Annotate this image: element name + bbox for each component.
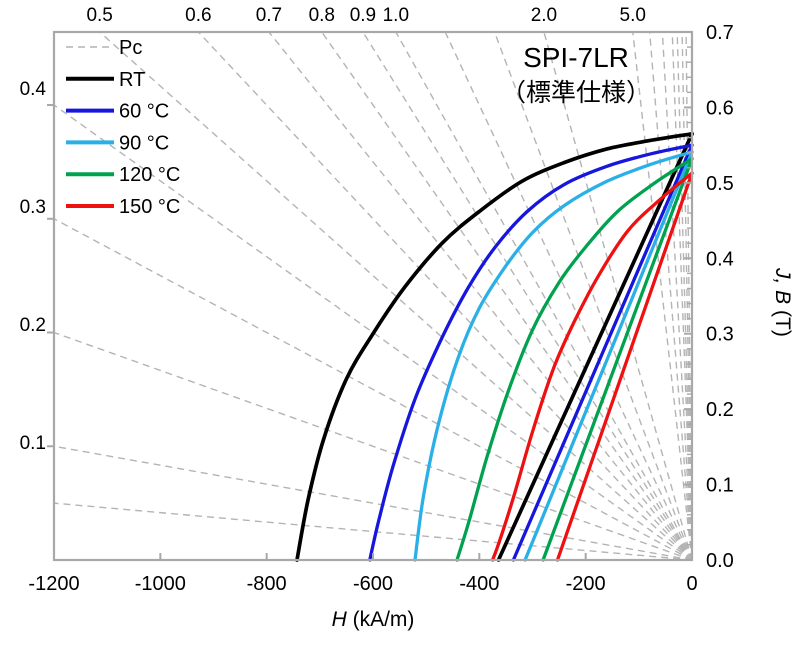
legend-label-RT: RT <box>119 69 145 91</box>
y-axis-title: J, B (T) <box>771 267 794 337</box>
chart-title: SPI-7LR <box>523 42 629 73</box>
pc-line-0.3 <box>53 218 693 561</box>
series-150°C <box>490 171 694 562</box>
j-curve-120°C <box>455 157 694 562</box>
pc-left-label-0.1: 0.1 <box>20 433 46 454</box>
chart-title-block: SPI-7LR （標準仕様） <box>501 42 651 107</box>
x-tick-label-0: 0 <box>686 573 697 595</box>
x-tick-label--1000: -1000 <box>135 573 186 595</box>
pc-line-15 <box>671 31 693 561</box>
pc-top-label-2.0: 2.0 <box>531 5 557 26</box>
x-axis-title: H (kA/m) <box>332 608 415 631</box>
pc-line-0.05 <box>53 502 693 561</box>
legend-label-120°C: 120 °C <box>119 164 180 186</box>
x-tick-label--400: -400 <box>459 573 499 595</box>
series-90°C <box>413 150 694 562</box>
pc-left-label-0.2: 0.2 <box>20 315 46 336</box>
y-axis: 0.0 0.1 0.2 0.3 0.4 0.5 0.6 0.7 <box>684 22 734 572</box>
legend-label-Pc: Pc <box>119 37 142 59</box>
pc-top-labels: 0.5 0.6 0.7 0.8 0.9 1.0 2.0 5.0 <box>86 5 646 26</box>
pc-left-label-0.3: 0.3 <box>20 197 46 218</box>
pc-line-1.5 <box>493 31 693 561</box>
legend-label-60°C: 60 °C <box>119 101 169 123</box>
pc-line-0.8 <box>321 31 693 561</box>
pc-line-5 <box>632 31 693 561</box>
x-tick-label--600: -600 <box>353 573 393 595</box>
legend-label-90°C: 90 °C <box>119 132 169 154</box>
j-curve-60°C <box>368 143 694 562</box>
y-tick-label-0.3: 0.3 <box>706 324 734 346</box>
pc-top-label-5.0: 5.0 <box>620 5 646 26</box>
y-tick-label-0.4: 0.4 <box>706 248 734 270</box>
series-60°C <box>368 143 694 562</box>
legend-label-150°C: 150 °C <box>119 196 180 218</box>
j-curve-RT <box>295 131 694 562</box>
x-tick-label--800: -800 <box>247 573 287 595</box>
y-tick-label-0.0: 0.0 <box>706 550 734 572</box>
pc-left-labels: 0.4 0.3 0.2 0.1 <box>20 79 54 454</box>
pc-line-0.9 <box>362 31 693 561</box>
chart-subtitle: （標準仕様） <box>501 79 651 107</box>
j-curve-90°C <box>413 150 694 562</box>
b-curve-90°C <box>523 150 694 562</box>
pc-line-20 <box>676 31 693 561</box>
y-tick-label-0.2: 0.2 <box>706 399 734 421</box>
pc-line-0.5 <box>99 31 693 561</box>
pc-line-0.4 <box>53 104 693 561</box>
pc-line-2 <box>543 31 693 561</box>
pc-top-label-0.9: 0.9 <box>350 5 376 26</box>
b-curve-150°C <box>555 171 694 562</box>
pc-top-label-1.0: 1.0 <box>383 5 409 26</box>
pc-line-10 <box>661 31 693 561</box>
b-curve-60°C <box>511 143 694 562</box>
legend: Pc RT 60 °C 90 °C 120 °C 150 °C <box>66 37 180 218</box>
pc-line-1 <box>395 31 693 561</box>
pc-line-1.2 <box>444 31 693 561</box>
pc-line-0.1 <box>53 445 693 561</box>
series-120°C <box>455 157 694 562</box>
pc-top-label-0.8: 0.8 <box>309 5 335 26</box>
pc-line-7 <box>648 31 693 561</box>
x-axis: -1200 -1000 -800 -600 -400 -200 0 <box>28 553 698 595</box>
pc-top-label-0.5: 0.5 <box>86 5 112 26</box>
y-tick-label-0.5: 0.5 <box>706 173 734 195</box>
x-tick-label--1200: -1200 <box>28 573 79 595</box>
x-tick-label--200: -200 <box>566 573 606 595</box>
b-curve-RT <box>496 131 694 562</box>
pc-left-label-0.4: 0.4 <box>20 79 47 100</box>
series-RT <box>295 131 694 562</box>
pc-line-0.2 <box>53 331 693 561</box>
pc-top-label-0.6: 0.6 <box>185 5 211 26</box>
y-tick-label-0.1: 0.1 <box>706 475 734 497</box>
y-tick-label-0.6: 0.6 <box>706 97 734 119</box>
pc-line-0.7 <box>268 31 693 561</box>
pc-line-0.6 <box>197 31 693 561</box>
j-curve-150°C <box>490 171 694 562</box>
pc-top-label-0.7: 0.7 <box>256 5 282 26</box>
y-tick-label-0.7: 0.7 <box>706 22 734 44</box>
b-curve-120°C <box>541 157 694 562</box>
